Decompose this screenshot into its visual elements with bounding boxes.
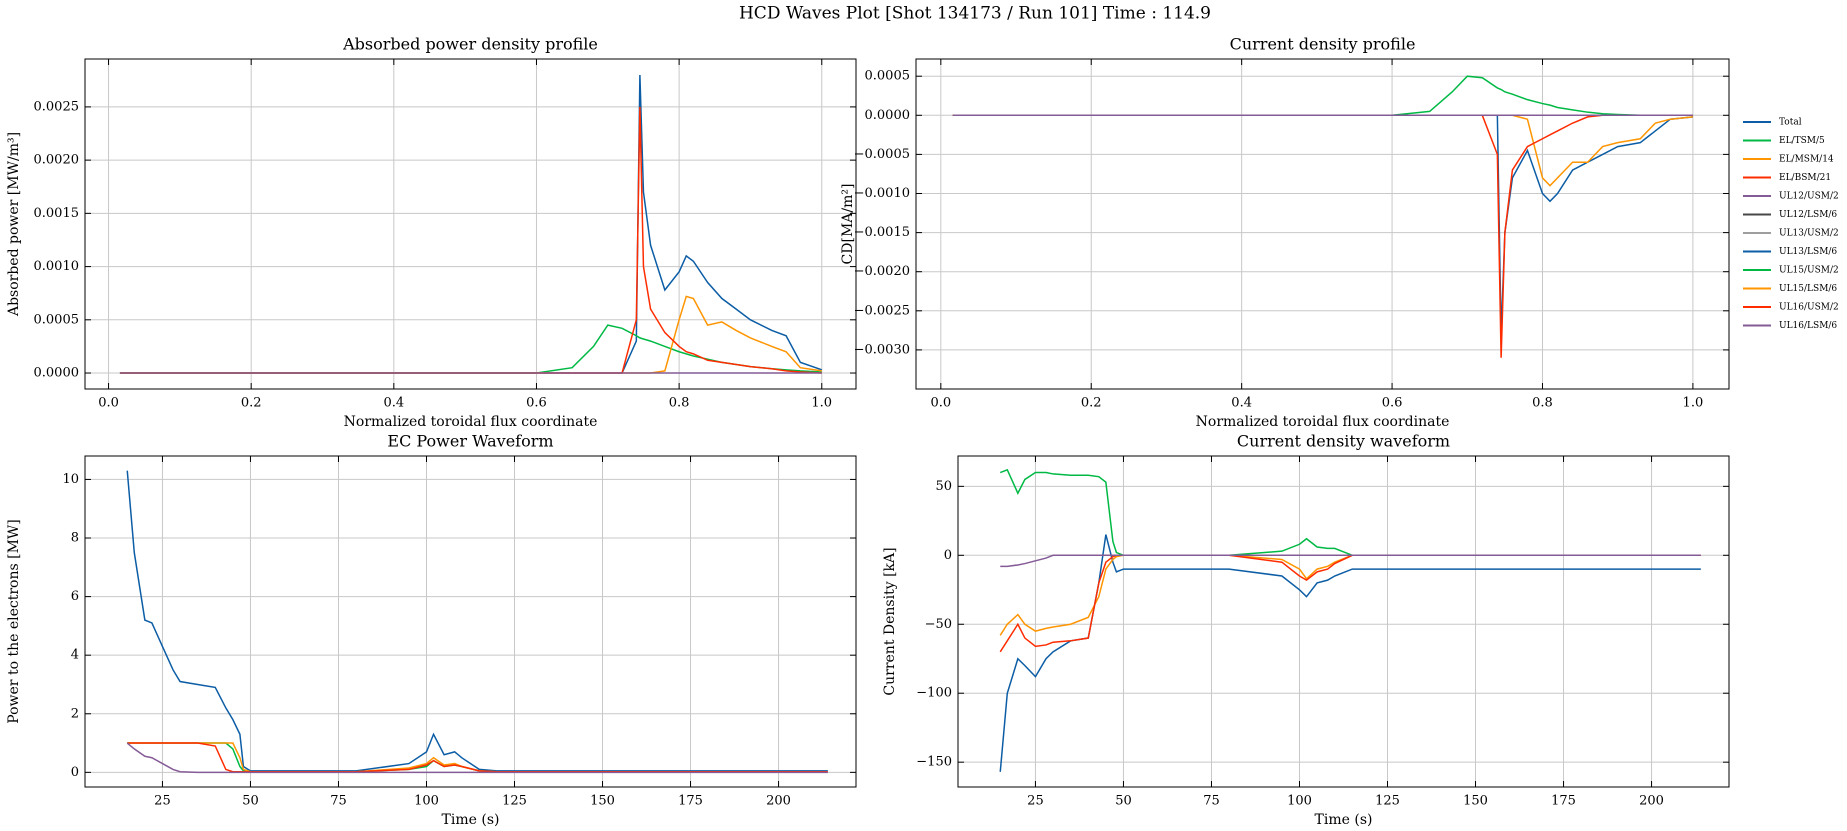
y-tick-label: 0.0020	[34, 153, 80, 168]
series-line	[999, 534, 1701, 772]
x-tick-label: 1.0	[811, 396, 832, 411]
series-line	[126, 742, 828, 774]
chart-title: Current density waveform	[1237, 432, 1450, 451]
x-tick-label: 0.0	[930, 396, 951, 411]
legend-label: EL/BSM/21	[1779, 173, 1831, 183]
y-tick-label: −0.0025	[854, 303, 910, 318]
y-tick-label: 0.0025	[34, 99, 80, 114]
x-tick-label: 0.6	[526, 396, 547, 411]
series-line	[999, 468, 1701, 557]
x-axis-label: Time (s)	[1315, 812, 1373, 828]
legend-label: UL16/LSM/6	[1779, 321, 1837, 331]
x-tick-label: 50	[1115, 794, 1132, 809]
x-tick-label: 0.4	[383, 396, 404, 411]
legend-label: UL13/LSM/6	[1779, 247, 1837, 257]
x-tick-label: 75	[1203, 794, 1220, 809]
series-line	[119, 324, 822, 374]
x-tick-label: 1.0	[1683, 396, 1704, 411]
y-tick-label: 10	[62, 472, 79, 487]
x-tick-label: 50	[242, 794, 259, 809]
chart-title: Absorbed power density profile	[342, 35, 598, 54]
x-tick-label: 200	[1639, 794, 1664, 809]
x-tick-label: 100	[1287, 794, 1312, 809]
x-tick-label: 200	[766, 794, 791, 809]
y-tick-label: −0.0030	[854, 342, 910, 357]
y-tick-label: 0.0005	[34, 312, 80, 327]
y-tick-label: 0.0015	[34, 206, 80, 221]
y-axis-label: Power to the electrons [MW]	[6, 519, 22, 724]
legend-label: EL/MSM/14	[1779, 155, 1834, 165]
x-tick-label: 150	[1463, 794, 1488, 809]
plot-frame	[957, 455, 1730, 788]
series-line	[119, 106, 822, 374]
x-axis-label: Normalized toroidal flux coordinate	[1196, 414, 1450, 430]
plot-frame	[84, 58, 857, 390]
y-tick-label: −150	[916, 755, 952, 770]
y-tick-label: 6	[71, 589, 79, 604]
y-tick-label: 8	[71, 531, 79, 546]
series-line	[952, 114, 1693, 335]
series-line	[999, 554, 1701, 636]
y-tick-label: 2	[71, 706, 79, 721]
y-tick-label: −50	[925, 617, 952, 632]
x-tick-label: 25	[154, 794, 171, 809]
y-tick-label: 0	[71, 765, 79, 780]
y-axis-label: Absorbed power [MW/m³]	[6, 132, 22, 317]
series-line	[126, 470, 828, 772]
y-tick-label: 50	[935, 479, 952, 494]
series-line	[952, 75, 1693, 117]
series-line	[119, 74, 823, 374]
legend-label: UL12/USM/2	[1779, 192, 1839, 202]
y-tick-label: −0.0015	[854, 225, 910, 240]
x-tick-label: 175	[678, 794, 703, 809]
plot-frame	[84, 455, 857, 788]
x-axis-label: Time (s)	[442, 812, 500, 828]
series-line	[952, 114, 1693, 358]
x-tick-label: 0.8	[669, 396, 690, 411]
y-tick-label: −0.0020	[854, 264, 910, 279]
y-tick-label: −0.0010	[854, 186, 910, 201]
x-tick-label: 125	[1375, 794, 1400, 809]
legend-label: UL13/USM/2	[1779, 229, 1839, 239]
x-tick-label: 175	[1551, 794, 1576, 809]
series-line	[1000, 554, 1701, 568]
x-tick-label: 0.6	[1382, 396, 1403, 411]
x-tick-label: 100	[414, 794, 439, 809]
legend-label: UL15/USM/2	[1779, 266, 1839, 276]
y-tick-label: 0.0000	[865, 108, 911, 123]
x-tick-label: 0.4	[1231, 396, 1252, 411]
x-axis-label: Normalized toroidal flux coordinate	[344, 414, 598, 430]
y-tick-label: −0.0005	[854, 147, 910, 162]
series-line	[952, 114, 1693, 187]
legend-label: UL16/USM/2	[1779, 303, 1839, 313]
legend-label: UL15/LSM/6	[1779, 284, 1837, 294]
y-tick-label: 0	[944, 548, 952, 563]
x-tick-label: 0.0	[98, 396, 119, 411]
y-tick-label: 0.0010	[34, 259, 80, 274]
legend-label: EL/TSM/5	[1779, 136, 1825, 146]
x-tick-label: 0.2	[1081, 396, 1102, 411]
y-tick-label: 0.0005	[865, 69, 911, 84]
figure-title: HCD Waves Plot [Shot 134173 / Run 101] T…	[739, 4, 1211, 24]
plot-frame	[915, 58, 1730, 390]
x-tick-label: 0.2	[241, 396, 262, 411]
x-tick-label: 150	[590, 794, 615, 809]
x-tick-label: 75	[330, 794, 347, 809]
chart-title: EC Power Waveform	[387, 432, 553, 451]
x-tick-label: 125	[502, 794, 527, 809]
y-axis-label: Current Density [kA]	[882, 547, 898, 695]
legend-label: Total	[1779, 118, 1802, 128]
y-axis-label: CD[MA/m²]	[840, 184, 856, 265]
chart-title: Current density profile	[1230, 35, 1416, 54]
legend-label: UL12/LSM/6	[1779, 210, 1837, 220]
y-tick-label: 4	[71, 648, 79, 663]
x-tick-label: 25	[1027, 794, 1044, 809]
y-tick-label: −100	[916, 686, 952, 701]
y-tick-label: 0.0000	[34, 366, 80, 381]
x-tick-label: 0.8	[1532, 396, 1553, 411]
